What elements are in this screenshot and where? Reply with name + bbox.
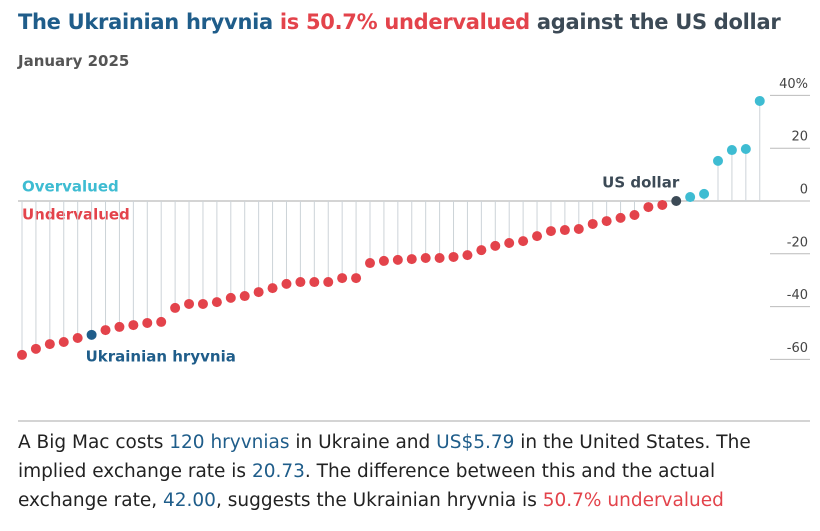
dot — [476, 245, 487, 256]
note-segment: . The difference between this and the ac… — [18, 461, 716, 511]
chart-subtitle: January 2025 — [18, 52, 130, 70]
dot — [740, 143, 751, 154]
title-segment: is 50.7% undervalued — [279, 10, 530, 34]
dot — [462, 250, 473, 261]
dot — [225, 292, 236, 303]
dot — [448, 251, 459, 262]
y-tick-label: 0 — [800, 183, 808, 198]
dot — [601, 216, 612, 227]
note-segment: US$5.79 — [436, 432, 515, 453]
dot — [337, 273, 348, 284]
dot — [267, 283, 278, 294]
dot — [128, 320, 139, 331]
dot — [281, 278, 292, 289]
dot — [58, 336, 69, 347]
dot — [559, 225, 570, 236]
dot — [170, 302, 181, 313]
legend-label: Overvalued — [22, 178, 119, 196]
y-tick-label: -20 — [787, 235, 808, 250]
note-segment: 20.73 — [251, 461, 305, 482]
y-tick-label: -60 — [787, 341, 808, 356]
note-segment: A Big Mac costs — [18, 432, 170, 453]
dot — [713, 155, 723, 166]
chart-note: A Big Mac costs 120 hryvnias in Ukraine … — [18, 428, 808, 515]
dot — [699, 188, 710, 199]
dot — [351, 273, 362, 284]
dot — [504, 237, 515, 248]
point-label: US dollar — [602, 174, 680, 192]
dot — [726, 145, 737, 156]
dot — [545, 226, 556, 237]
dot — [685, 192, 696, 203]
point-label: Ukrainian hryvnia — [86, 347, 236, 365]
dot — [323, 277, 334, 288]
dot — [657, 199, 668, 210]
dot — [615, 212, 626, 223]
dot — [86, 329, 97, 340]
dot — [295, 277, 306, 288]
y-tick-label: -40 — [787, 288, 808, 303]
dot — [490, 240, 501, 251]
note-segment: 120 hryvnias — [169, 432, 290, 453]
title-segment: against the US dollar — [536, 10, 781, 34]
note-segment: , suggests the Ukrainian hryvnia is — [215, 490, 543, 511]
dot — [239, 291, 250, 302]
dot — [309, 277, 320, 288]
dot — [671, 196, 682, 206]
dot — [211, 297, 222, 308]
dot — [406, 254, 417, 265]
dot — [253, 287, 264, 298]
dot — [114, 321, 125, 332]
dot — [30, 343, 41, 354]
y-tick-label: 20 — [791, 130, 808, 145]
dot — [629, 209, 640, 220]
dot — [17, 349, 27, 360]
dot — [573, 223, 584, 234]
dot — [754, 95, 765, 106]
dot — [156, 316, 167, 327]
dot — [142, 317, 153, 328]
dot — [643, 202, 654, 213]
dot — [518, 236, 529, 247]
dot — [420, 253, 431, 264]
dot — [72, 333, 83, 344]
dot — [392, 254, 403, 265]
note-segment: 42.00 — [162, 490, 216, 511]
dot — [365, 258, 375, 269]
dot — [587, 218, 598, 229]
dot — [532, 231, 543, 242]
dot — [44, 339, 55, 350]
dot — [184, 298, 195, 309]
dot — [434, 253, 445, 264]
note-segment: in Ukraine and — [289, 432, 437, 453]
y-tick-label: 40% — [779, 77, 808, 92]
note-segment: in the United States. The implied exchan… — [18, 432, 751, 482]
dot — [378, 255, 389, 266]
chart: 40% 20 0 -20 -40 -60 Overvalued Undervalued Ukra… — [17, 77, 810, 422]
title-segment: The Ukrainian hryvnia — [18, 10, 273, 34]
legend-label: Undervalued — [22, 206, 130, 224]
dot — [197, 298, 208, 309]
dot — [100, 325, 111, 336]
chart-title: The Ukrainian hryvnia is 50.7% undervalu… — [18, 10, 781, 34]
note-segment: 50.7% undervalued — [542, 490, 724, 511]
